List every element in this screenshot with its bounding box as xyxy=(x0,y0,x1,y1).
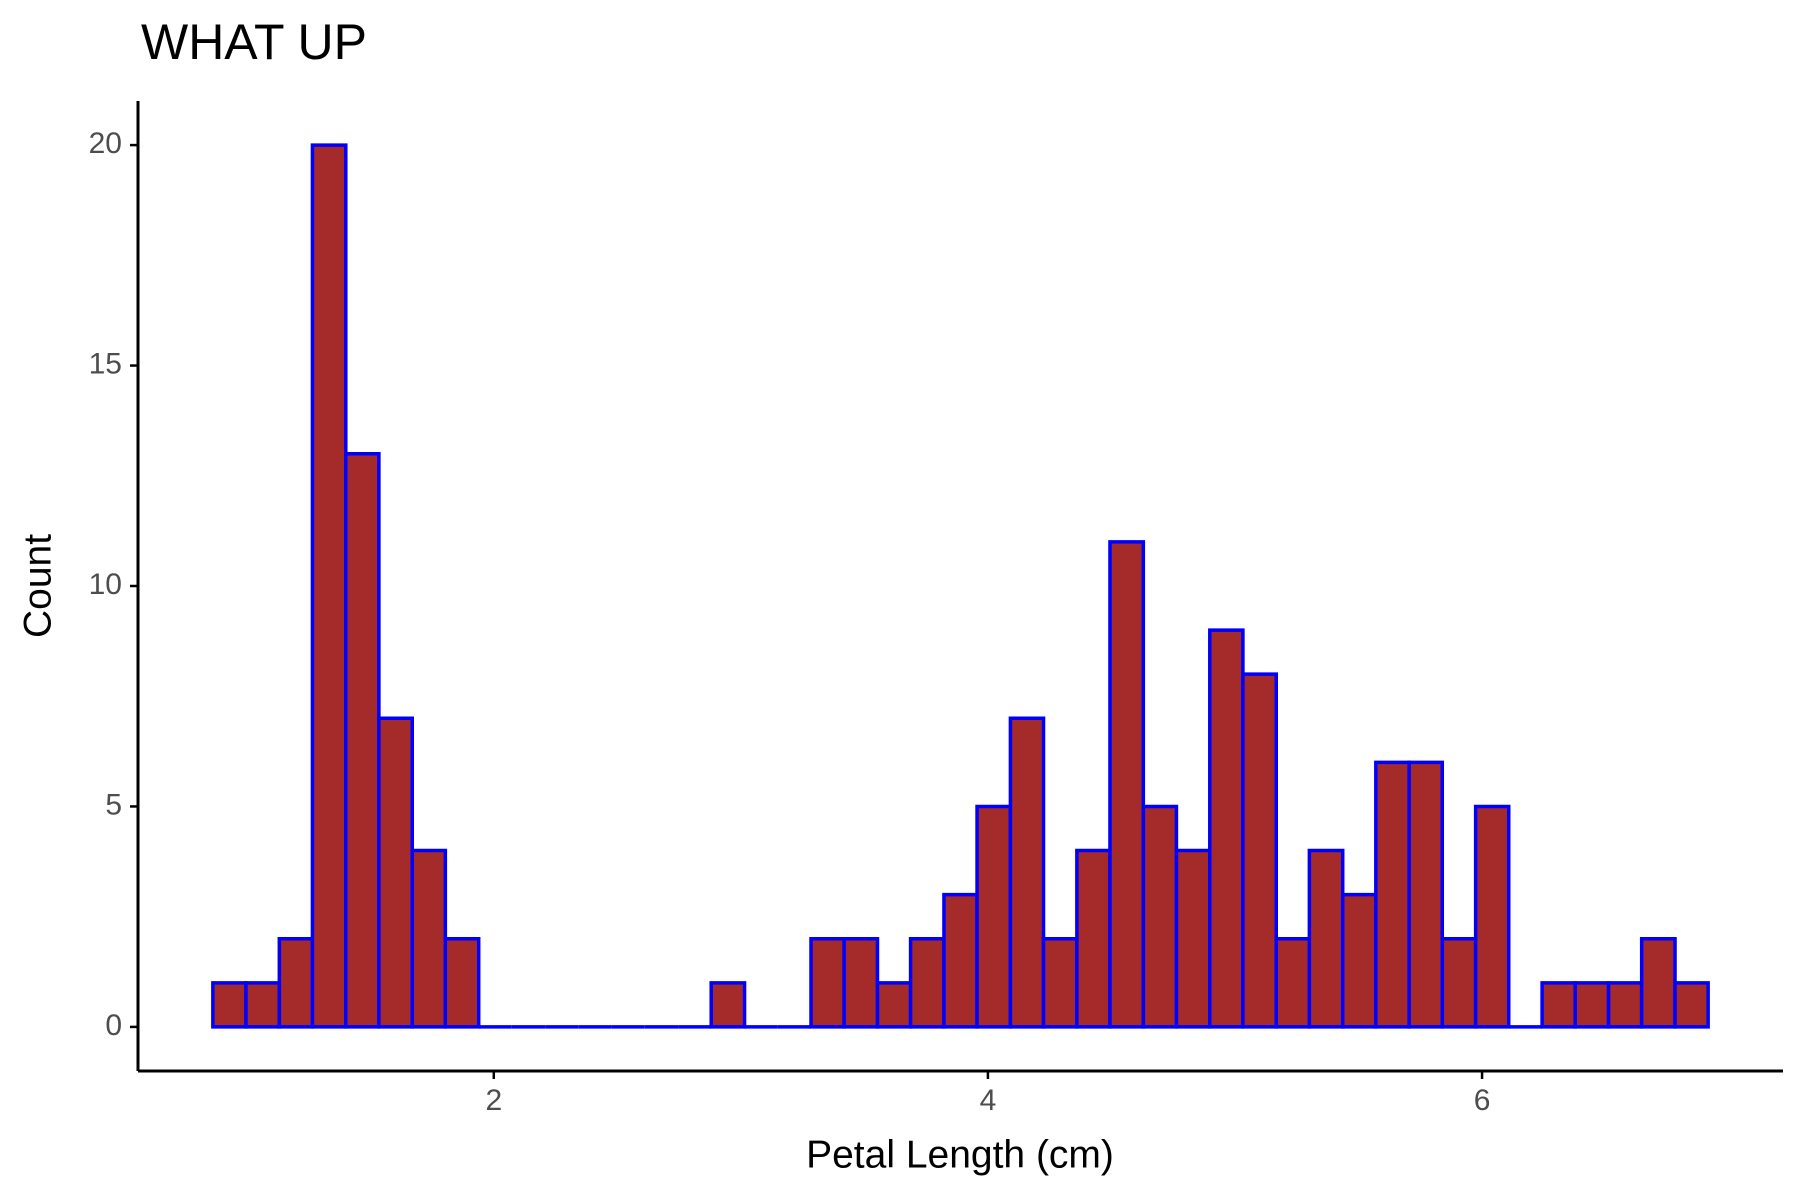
bar xyxy=(1374,760,1411,1029)
bar xyxy=(1241,672,1279,1029)
x-tick-label: 6 xyxy=(1474,1084,1491,1117)
bar xyxy=(1440,936,1478,1029)
bar xyxy=(1307,848,1345,1029)
bar xyxy=(842,936,880,1029)
bar xyxy=(1606,981,1644,1029)
y-tick-label: 10 xyxy=(89,568,122,601)
bar xyxy=(1673,981,1710,1029)
bar xyxy=(875,981,913,1029)
bar xyxy=(709,981,747,1029)
bar xyxy=(1108,540,1146,1029)
bar xyxy=(1174,848,1212,1029)
bar xyxy=(1008,716,1046,1029)
bar xyxy=(1041,936,1079,1029)
bar xyxy=(244,981,282,1029)
bar xyxy=(1340,892,1378,1029)
bar xyxy=(1274,936,1312,1029)
bar xyxy=(410,848,448,1029)
bar xyxy=(1573,981,1611,1029)
bar xyxy=(908,936,946,1029)
bar xyxy=(1407,760,1445,1029)
y-axis-title: Count xyxy=(16,534,59,638)
bar xyxy=(211,981,248,1029)
bar xyxy=(443,936,481,1029)
x-axis-title: Petal Length (cm) xyxy=(806,1133,1114,1176)
y-tick-label: 20 xyxy=(89,127,122,160)
bar xyxy=(277,936,315,1029)
y-tick-label: 15 xyxy=(89,347,122,380)
x-tick-label: 2 xyxy=(485,1084,502,1117)
bar xyxy=(1208,628,1245,1029)
y-tick-label: 5 xyxy=(105,788,122,821)
bar xyxy=(1141,804,1179,1029)
bar xyxy=(310,143,348,1029)
bar xyxy=(1473,804,1511,1029)
bar xyxy=(1540,981,1577,1029)
bar xyxy=(1075,848,1112,1029)
x-tick-label: 4 xyxy=(980,1084,997,1117)
chart-title: WHAT UP xyxy=(141,14,367,70)
bar xyxy=(975,804,1013,1029)
bar xyxy=(377,716,414,1029)
bar xyxy=(942,892,979,1029)
bar xyxy=(344,451,381,1029)
bar xyxy=(809,936,846,1029)
y-tick-label: 0 xyxy=(105,1009,122,1042)
bar xyxy=(1639,936,1677,1029)
